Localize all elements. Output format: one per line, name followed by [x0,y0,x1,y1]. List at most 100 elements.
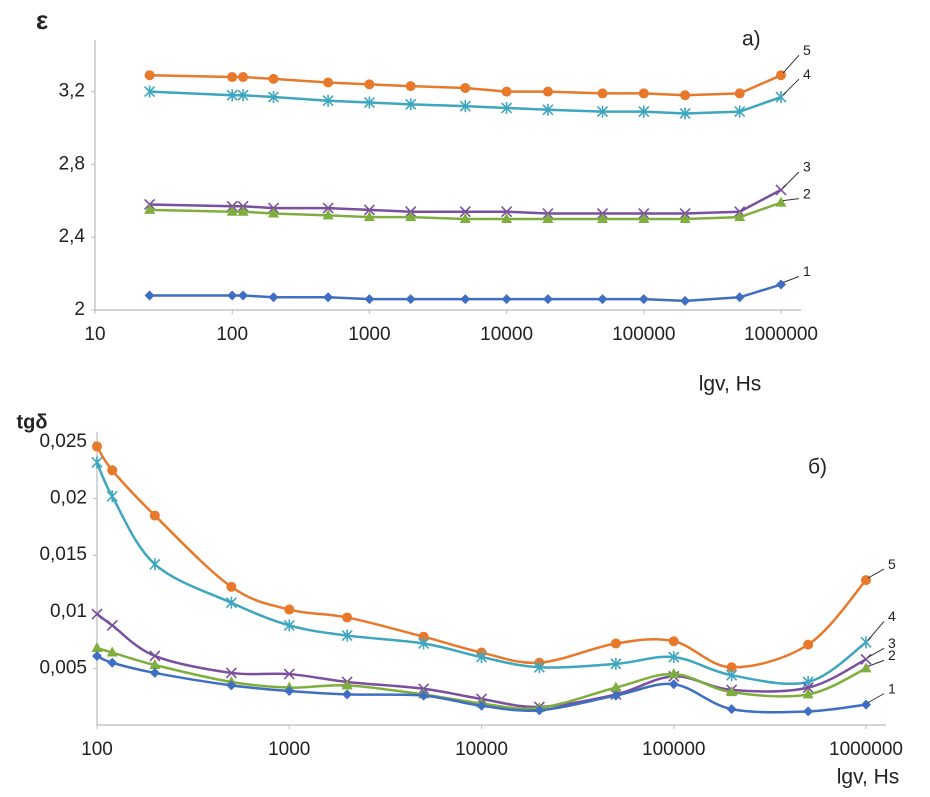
marker [284,686,295,697]
marker [459,206,471,218]
marker-shape [144,290,155,301]
marker-shape [238,72,249,83]
y-tick-label: 0,005 [39,657,87,678]
marker-shape [107,465,118,476]
x-tick-label: 1000 [348,324,390,345]
marker-shape [610,681,622,692]
marker [149,667,160,678]
marker [668,668,680,679]
marker-shape [226,581,237,592]
marker [418,690,429,701]
marker [405,81,416,92]
x-tick-label: 100000 [642,739,705,760]
marker-shape [106,646,118,657]
marker-shape [734,292,745,303]
label-leader [867,647,885,658]
marker-shape [149,510,160,521]
marker [322,209,334,220]
marker-shape [534,705,545,716]
marker [726,662,737,673]
marker-shape [363,204,375,216]
label-leader [782,276,800,283]
marker [775,196,787,207]
marker [268,207,280,218]
marker [364,294,375,305]
marker [734,88,745,99]
marker-shape [596,213,608,223]
x-tick-label: 10000 [480,324,533,345]
marker [610,681,622,692]
marker [861,699,871,710]
marker [149,558,161,571]
marker-shape [418,690,429,701]
marker [341,629,353,642]
marker-shape [405,294,416,305]
marker [323,292,334,303]
x-tick-label: 1000000 [829,739,903,760]
label-leader [867,568,885,579]
marker-shape [106,619,118,631]
marker [860,653,872,665]
series-label: 4 [803,66,811,82]
marker [283,668,295,680]
marker-shape [323,77,334,88]
marker-shape [459,213,471,223]
series-label: 2 [888,647,896,663]
marker [237,89,249,102]
marker [418,631,429,642]
marker-shape [501,294,512,305]
marker-shape [775,196,787,207]
marker [460,294,471,305]
y-tick-label: 2,8 [59,153,85,174]
label-leader [782,171,800,189]
marker [802,688,814,699]
marker [364,79,375,90]
marker [405,98,417,111]
marker-shape [638,88,649,99]
marker-shape [860,662,872,673]
marker [803,639,814,650]
marker [237,205,249,216]
marker [475,651,488,664]
marker [860,662,872,673]
marker [680,295,691,306]
marker-shape [860,653,872,665]
marker [726,704,737,715]
marker-shape [802,682,814,694]
marker-shape [726,704,737,715]
marker-shape [323,292,334,303]
marker-shape [542,294,553,305]
marker-shape [341,679,353,690]
marker [668,679,679,690]
marker [610,638,621,649]
marker [501,86,512,97]
x-tick-label: 1000 [268,739,310,760]
marker [596,213,608,223]
y-tick-label: 3,2 [59,81,85,102]
marker [91,456,103,469]
marker [542,86,553,97]
marker-shape [460,82,471,93]
marker-shape [364,79,375,90]
marker-shape [861,575,871,586]
marker [596,105,609,118]
marker-shape [268,207,280,218]
marker [533,661,545,674]
marker-shape [91,642,103,653]
marker-shape [238,290,249,301]
marker-shape [668,668,680,679]
marker [597,88,608,99]
marker-shape [610,638,621,649]
marker [284,604,295,615]
marker [267,91,280,104]
x-tick-label: 10000 [455,739,508,760]
marker-shape [92,441,102,452]
marker [144,85,156,98]
marker-shape [225,667,237,679]
marker [283,619,295,632]
marker-shape [597,294,608,305]
marker [106,490,118,503]
marker [534,705,545,716]
marker [542,103,554,116]
